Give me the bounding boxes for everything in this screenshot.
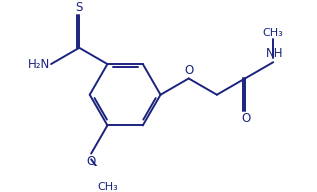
Text: CH₃: CH₃ [263, 28, 284, 38]
Text: O: O [87, 155, 96, 168]
Text: O: O [184, 64, 193, 77]
Text: NH: NH [265, 47, 283, 60]
Text: S: S [75, 1, 83, 14]
Text: CH₃: CH₃ [97, 182, 118, 192]
Text: O: O [241, 112, 251, 125]
Text: H₂N: H₂N [28, 58, 50, 71]
